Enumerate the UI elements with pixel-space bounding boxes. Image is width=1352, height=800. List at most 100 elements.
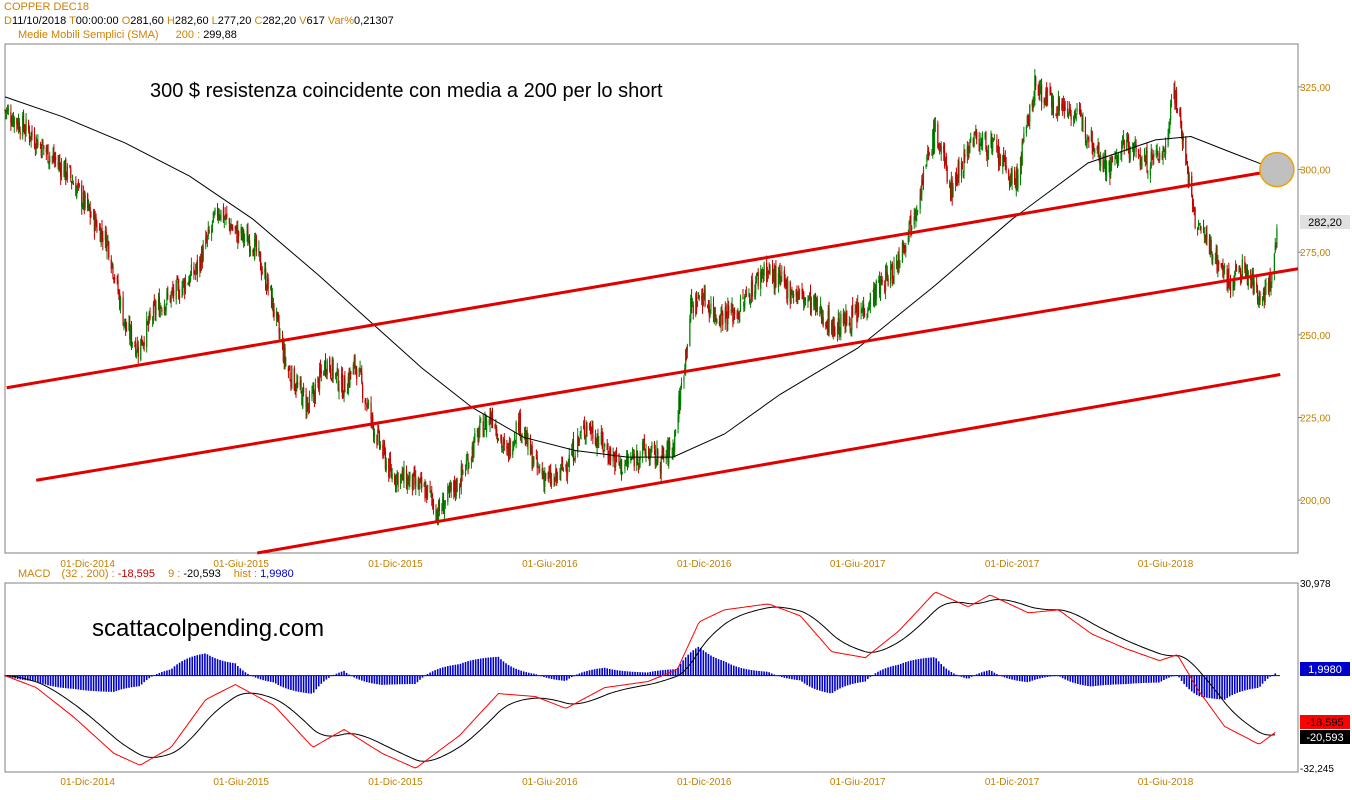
hist-bar — [87, 675, 90, 691]
hist-bar — [619, 670, 621, 676]
hist-bar — [183, 659, 186, 676]
candle-body — [513, 439, 516, 442]
candle-body — [777, 273, 780, 288]
candle-body — [205, 236, 207, 246]
candle-body — [484, 417, 486, 428]
candle-body — [816, 298, 818, 312]
hist-bar — [436, 669, 439, 676]
candle-body — [1110, 163, 1112, 175]
candle-body — [899, 263, 901, 266]
hist-bar — [1208, 675, 1211, 699]
candle-body — [476, 430, 478, 432]
candle-body — [967, 145, 969, 154]
macd-chart[interactable]: 30,978-32,245 01-Dic-2014 01-Giu-2015 01-D… — [0, 572, 1352, 800]
candle-body — [785, 280, 787, 286]
candle-body — [276, 311, 279, 315]
candle-body — [979, 147, 981, 150]
candle-body — [573, 459, 575, 461]
candle-body — [47, 144, 49, 163]
candle-body — [72, 183, 74, 185]
candle-body — [1187, 169, 1189, 185]
candle-body — [124, 318, 126, 324]
hist-bar — [1211, 675, 1213, 699]
candle-body — [1214, 258, 1216, 260]
hist-bar — [892, 665, 894, 676]
hist-bar — [667, 669, 669, 676]
hist-bar — [861, 675, 864, 682]
candle-body — [703, 288, 705, 298]
candle-body — [100, 228, 102, 245]
hist-bar — [750, 670, 753, 676]
hist-bar — [32, 675, 34, 681]
candle-body — [667, 440, 669, 462]
candle-body — [1256, 282, 1258, 287]
candle-body — [1264, 287, 1266, 303]
candle-body — [733, 311, 735, 319]
candle-body — [11, 118, 14, 125]
candle-body — [1139, 155, 1141, 166]
candle-body — [726, 314, 728, 325]
candle-body — [1217, 259, 1219, 273]
hist-bar — [130, 675, 133, 688]
candle-body — [606, 444, 608, 450]
candle-body — [60, 166, 62, 177]
candle-body — [913, 216, 915, 225]
hist-bar — [578, 673, 581, 676]
candle-body — [176, 277, 178, 280]
candle-body — [34, 149, 36, 151]
candle-body — [238, 231, 240, 236]
candle-body — [970, 137, 972, 140]
hist-bar — [211, 657, 214, 676]
candle-body — [317, 376, 319, 383]
candle-body — [289, 372, 291, 380]
hist-bar — [398, 675, 401, 685]
hist-bar — [315, 675, 318, 690]
candle-body — [287, 367, 289, 372]
candle-body — [820, 303, 822, 312]
candle-body — [945, 156, 947, 170]
candle-body — [178, 285, 180, 299]
candle-body — [843, 311, 845, 325]
hist-bar — [715, 658, 717, 676]
open-value: 281,60 — [130, 15, 164, 27]
hist-bar — [1198, 675, 1201, 697]
hist-bar — [247, 673, 249, 676]
hist-bar — [608, 668, 611, 676]
hist-value-box — [1300, 662, 1350, 676]
candle-body — [202, 245, 204, 262]
candle-body — [432, 500, 434, 502]
candle-body — [1062, 101, 1064, 108]
candle-body — [1200, 225, 1202, 230]
candle-body — [28, 131, 31, 140]
candle-body — [35, 136, 37, 148]
candle-body — [672, 443, 674, 455]
hist-bar — [811, 675, 813, 688]
candle-body — [721, 309, 723, 313]
candle-body — [1141, 162, 1143, 165]
hist-bar — [624, 671, 626, 676]
hist-bar — [282, 675, 285, 688]
candle-body — [638, 459, 640, 468]
hist-bar — [993, 672, 996, 676]
candle-body — [1099, 156, 1101, 165]
hist-bar — [836, 675, 839, 690]
candle-body — [804, 299, 807, 301]
hist-bar — [118, 675, 120, 691]
macd-x-tick-label: 01-Giu-2015 — [213, 777, 269, 788]
signal-line — [4, 599, 1276, 762]
candle-body — [396, 474, 398, 479]
candle-body — [167, 293, 169, 296]
candle-body — [465, 460, 467, 467]
candle-body — [547, 472, 549, 480]
candle-body — [1075, 114, 1077, 121]
candle-body — [17, 119, 20, 129]
candle-body — [659, 464, 661, 472]
hist-bar — [328, 675, 330, 678]
candle-body — [585, 426, 587, 438]
candle-body — [232, 228, 234, 230]
candle-body — [456, 479, 458, 492]
hist-bar — [831, 675, 834, 693]
candle-body — [123, 322, 125, 327]
candle-body — [1191, 195, 1194, 206]
